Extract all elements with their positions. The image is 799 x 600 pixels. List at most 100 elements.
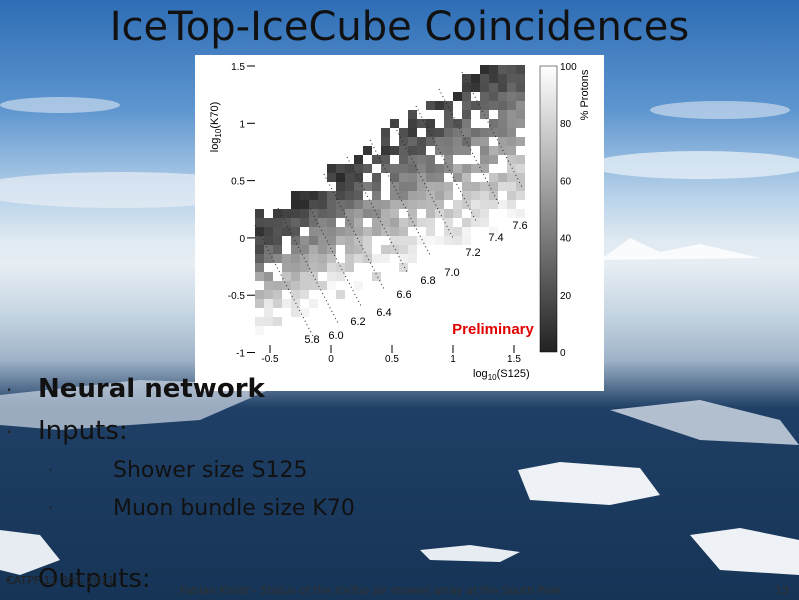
heatmap-cell	[255, 263, 264, 272]
heatmap-cell	[417, 182, 426, 191]
heatmap-cell	[318, 263, 327, 272]
heatmap-cell	[372, 254, 381, 263]
heatmap-cell	[381, 245, 390, 254]
heatmap-cell	[336, 182, 345, 191]
iso-line	[277, 207, 339, 324]
heatmap-cell	[291, 308, 300, 317]
sub-bullet-text: Muon bundle size K70	[113, 496, 355, 521]
heatmap-cell	[327, 209, 336, 218]
heatmap-cell	[507, 155, 516, 164]
iso-line	[415, 105, 477, 222]
heatmap-cell	[363, 254, 372, 263]
y-tick-label: 1.5	[231, 62, 245, 73]
heatmap-cell	[426, 200, 435, 209]
heatmap-cell	[345, 209, 354, 218]
heatmap-cell	[516, 209, 525, 218]
heatmap-cell	[426, 155, 435, 164]
colorbar-tick-label: 80	[560, 119, 572, 130]
heatmap-cell	[435, 101, 444, 110]
heatmap-cell	[300, 236, 309, 245]
heatmap-cell	[426, 191, 435, 200]
heatmap-cell	[471, 164, 480, 173]
heatmap-cell	[273, 281, 282, 290]
heatmap-cell	[264, 218, 273, 227]
heatmap-cell	[309, 272, 318, 281]
heatmap-cell	[381, 218, 390, 227]
heatmap-cell	[345, 218, 354, 227]
heatmap-cell	[516, 110, 525, 119]
heatmap-cell	[399, 173, 408, 182]
heatmap-cell	[516, 164, 525, 173]
heatmap-cell	[489, 182, 498, 191]
heatmap-cell	[507, 74, 516, 83]
heatmap-cell	[309, 236, 318, 245]
heatmap-cell	[507, 164, 516, 173]
heatmap-cell	[516, 191, 525, 200]
iso-line	[300, 190, 362, 307]
bullet-text: Outputs:	[38, 564, 151, 594]
heatmap-cell	[318, 191, 327, 200]
annotation: Preliminary	[452, 321, 534, 338]
heatmap-cell	[336, 236, 345, 245]
heatmap-cell	[309, 200, 318, 209]
heatmap-cell	[300, 209, 309, 218]
heatmap-cell	[372, 209, 381, 218]
heatmap-cell	[408, 245, 417, 254]
heatmap-cell	[300, 281, 309, 290]
heatmap-cell	[354, 191, 363, 200]
heatmap-cell	[480, 92, 489, 101]
heatmap-cell	[462, 101, 471, 110]
heatmap-cell	[399, 245, 408, 254]
x-tick-label: 1	[450, 354, 456, 365]
heatmap-cell	[363, 182, 372, 191]
heatmap-cell	[264, 299, 273, 308]
heatmap-cell	[399, 155, 408, 164]
heatmap-cell	[498, 65, 507, 74]
heatmap-cell	[390, 245, 399, 254]
heatmap-cell	[498, 92, 507, 101]
heatmap-cell	[426, 227, 435, 236]
heatmap-cell	[327, 191, 336, 200]
heatmap-cell	[390, 227, 399, 236]
heatmap-cell	[255, 227, 264, 236]
heatmap-cell	[336, 290, 345, 299]
heatmap-cell	[417, 191, 426, 200]
heatmap-cell	[444, 119, 453, 128]
heatmap-cell	[489, 200, 498, 209]
heatmap-cell	[426, 182, 435, 191]
heatmap-cell	[417, 146, 426, 155]
heatmap-cell	[327, 227, 336, 236]
heatmap-cell	[516, 155, 525, 164]
iso-line	[438, 88, 500, 205]
heatmap-cell	[381, 137, 390, 146]
heatmap-cell	[381, 128, 390, 137]
heatmap-cell	[489, 65, 498, 74]
heatmap-cell	[336, 164, 345, 173]
heatmap-cell	[264, 281, 273, 290]
heatmap-cell	[327, 281, 336, 290]
heatmap-cell	[516, 182, 525, 191]
y-axis-label: log10(K70)	[209, 102, 223, 153]
heatmap-cell	[282, 254, 291, 263]
heatmap-cell	[363, 227, 372, 236]
y-tick-label: 1	[239, 119, 245, 130]
heatmap-cell	[480, 137, 489, 146]
heatmap-cell	[498, 200, 507, 209]
heatmap-cell	[453, 92, 462, 101]
heatmap-cell	[255, 254, 264, 263]
heatmap-cell	[273, 236, 282, 245]
heatmap-cell	[444, 182, 453, 191]
heatmap-cell	[462, 146, 471, 155]
heatmap-cell	[372, 227, 381, 236]
x-axis-label-part: 10	[488, 373, 497, 382]
heatmap-cell	[507, 83, 516, 92]
heatmap-cell	[399, 182, 408, 191]
y-tick-label: -0.5	[228, 291, 246, 302]
heatmap-cell	[318, 209, 327, 218]
heatmap-cell	[453, 173, 462, 182]
heatmap-cell	[309, 263, 318, 272]
energy-label: 7.0	[444, 267, 459, 279]
heatmap-cell	[462, 74, 471, 83]
heatmap-cell	[300, 272, 309, 281]
heatmap-cell	[399, 191, 408, 200]
